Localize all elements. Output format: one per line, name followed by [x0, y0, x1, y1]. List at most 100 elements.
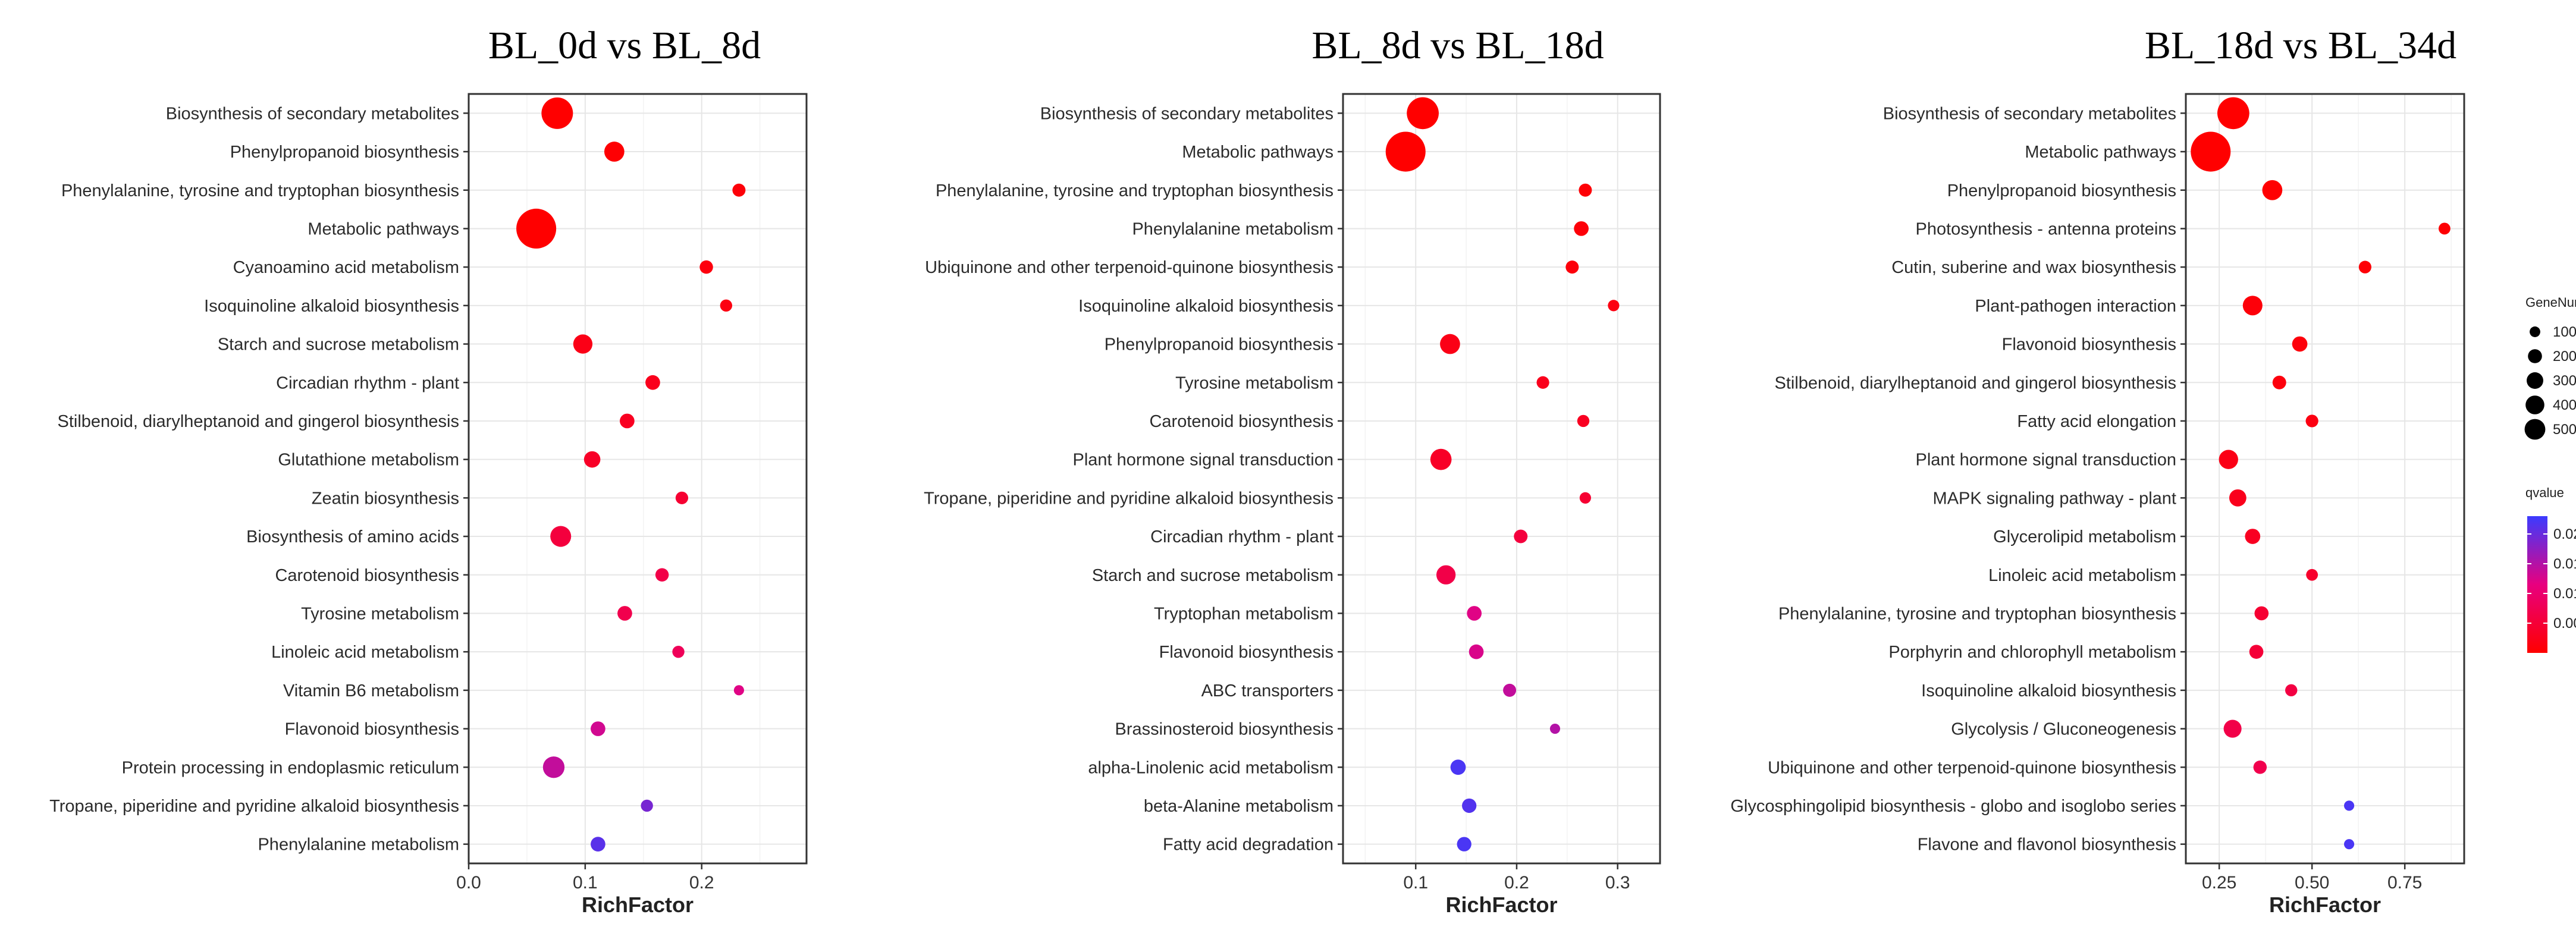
data-point [1565, 260, 1579, 274]
term-label: Plant-pathogen interaction [1975, 297, 2176, 316]
data-point [641, 799, 653, 812]
term-label: Linoleic acid metabolism [271, 643, 459, 662]
legend-size-dot [2524, 419, 2546, 440]
data-point [2358, 260, 2371, 274]
term-label: Phenylalanine, tyrosine and tryptophan b… [936, 181, 1334, 200]
term-label: Plant hormone signal transduction [1916, 451, 2176, 470]
term-label: Carotenoid biosynthesis [275, 566, 459, 585]
legend-size-label: 500 [2553, 422, 2576, 438]
legend-size-label: 200 [2553, 348, 2576, 365]
term-label: Biosynthesis of secondary metabolites [1040, 104, 1334, 123]
term-label: Phenylalanine metabolism [1132, 219, 1334, 238]
x-tick-label: 0.2 [689, 873, 714, 893]
term-label: Biosynthesis of amino acids [246, 527, 459, 546]
data-point [573, 334, 593, 354]
term-label: Phenylalanine metabolism [258, 835, 459, 854]
data-point [550, 526, 572, 547]
term-label: Plant hormone signal transduction [1073, 451, 1334, 470]
data-point [1440, 334, 1460, 354]
legend-size-dot [2530, 326, 2540, 337]
data-point [541, 97, 573, 129]
term-label: Ubiquinone and other terpenoid-quinone b… [1768, 758, 2176, 777]
x-tick-label: 0.50 [2295, 873, 2329, 893]
legend-color-label: 0.010 [2553, 586, 2576, 602]
data-point [583, 451, 601, 468]
term-label: Biosynthesis of secondary metabolites [1883, 104, 2176, 123]
term-label: Tropane, piperidine and pyridine alkaloi… [924, 489, 1334, 508]
panel-3: BL_18d vs BL_34d Biosynthesis of secondar… [1730, 24, 2465, 917]
term-label: Stilbenoid, diarylheptanoid and gingerol… [1774, 373, 2176, 392]
legend-color-label: 0.015 [2553, 556, 2576, 572]
panel-title: BL_8d vs BL_18d [1311, 24, 1604, 67]
term-label: Glycosphingolipid biosynthesis - globo a… [1730, 797, 2176, 816]
term-label: Glutathione metabolism [278, 451, 459, 470]
legend-size-label: 300 [2553, 373, 2576, 389]
data-point [2242, 296, 2263, 316]
data-point [2191, 131, 2231, 172]
data-point [2272, 375, 2286, 389]
term-label: Flavonoid biosynthesis [285, 720, 459, 739]
data-point [675, 491, 689, 504]
x-tick-label: 0.25 [2202, 873, 2236, 893]
term-label: Tyrosine metabolism [1175, 373, 1334, 392]
data-point [2285, 684, 2298, 697]
legend-size-label: 400 [2553, 397, 2576, 413]
legend-size-label: 100 [2553, 324, 2576, 340]
x-tick-label: 0.3 [1605, 873, 1630, 893]
term-label: Photosynthesis - antenna proteins [1916, 219, 2177, 238]
data-point [1457, 837, 1471, 852]
data-point [2305, 414, 2318, 428]
plot-frame [1342, 93, 1661, 865]
term-label: Zeatin biosynthesis [312, 489, 459, 508]
term-label: Phenylalanine, tyrosine and tryptophan b… [61, 181, 459, 200]
term-label: Circadian rhythm - plant [1150, 527, 1334, 546]
data-point [1577, 414, 1590, 428]
legend-colorbar [2527, 516, 2547, 653]
data-point [1430, 448, 1452, 470]
x-axis-label: RichFactor [2269, 893, 2381, 917]
x-tick-label: 0.75 [2387, 873, 2422, 893]
data-point [1579, 492, 1591, 504]
term-label: Fatty acid elongation [2017, 412, 2176, 431]
data-point [1514, 529, 1528, 543]
legend-color-label: 0.020 [2553, 526, 2576, 542]
term-label: Porphyrin and chlorophyll metabolism [1888, 643, 2176, 662]
term-label: Fatty acid degradation [1163, 835, 1334, 854]
term-label: Phenylpropanoid biosynthesis [230, 143, 459, 162]
data-point [2343, 839, 2355, 850]
term-label: Starch and sucrose metabolism [218, 335, 459, 354]
panel-2: BL_8d vs BL_18d Biosynthesis of secondary… [924, 24, 1661, 917]
legend-size-dot [2528, 349, 2542, 363]
term-label: Phenylpropanoid biosynthesis [1947, 181, 2176, 200]
data-point [2262, 180, 2283, 200]
data-point [2292, 336, 2308, 352]
data-point [604, 142, 625, 162]
term-label: Cutin, suberine and wax biosynthesis [1891, 258, 2176, 277]
term-label: Metabolic pathways [2025, 143, 2176, 162]
x-axis-label: RichFactor [582, 893, 694, 917]
data-point [1467, 606, 1482, 621]
term-label: Flavonoid biosynthesis [2002, 335, 2176, 354]
data-point [720, 299, 733, 312]
data-point [2219, 450, 2238, 469]
legend-size-dot [2525, 395, 2544, 414]
data-point [733, 685, 744, 696]
data-point [1536, 376, 1549, 389]
term-label: Glycerolipid metabolism [1993, 527, 2176, 546]
x-axis-label: RichFactor [1445, 893, 1557, 917]
data-point [1450, 759, 1466, 775]
term-label: Tropane, piperidine and pyridine alkaloi… [49, 797, 459, 816]
panel-title: BL_18d vs BL_34d [2145, 24, 2456, 67]
term-label: Phenylalanine, tyrosine and tryptophan b… [1778, 604, 2176, 623]
term-label: Cyanoamino acid metabolism [233, 258, 459, 277]
data-point [1407, 97, 1439, 130]
term-label: beta-Alanine metabolism [1144, 797, 1334, 816]
data-point [1608, 300, 1620, 312]
x-tick-label: 0.0 [456, 873, 481, 893]
data-point [542, 756, 565, 778]
data-point [2254, 606, 2269, 621]
data-point [591, 837, 605, 852]
term-label: Metabolic pathways [1182, 143, 1334, 162]
data-point [699, 260, 713, 274]
term-label: Tyrosine metabolism [301, 604, 459, 623]
